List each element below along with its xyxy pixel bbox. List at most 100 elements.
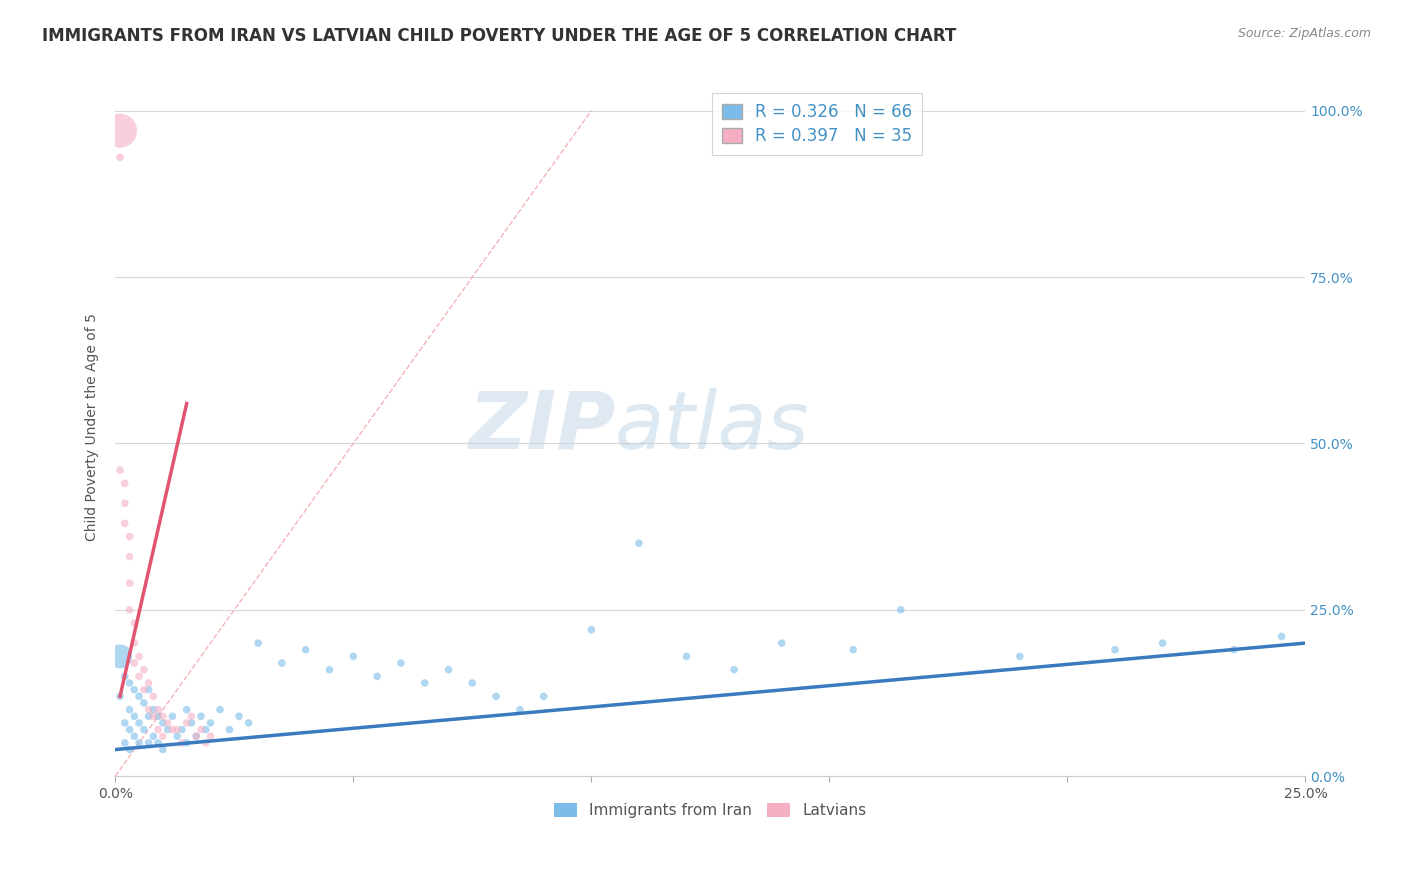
Y-axis label: Child Poverty Under the Age of 5: Child Poverty Under the Age of 5	[86, 313, 100, 541]
Point	[124, 656, 146, 670]
Point	[294, 642, 316, 657]
Point	[581, 623, 603, 637]
Point	[152, 742, 174, 756]
Point	[238, 715, 260, 730]
Point	[533, 690, 555, 704]
Point	[118, 742, 141, 756]
Point	[1104, 642, 1126, 657]
Point	[118, 530, 141, 544]
Point	[146, 703, 169, 717]
Point	[118, 723, 141, 737]
Point	[142, 709, 165, 723]
Point	[413, 676, 436, 690]
Point	[162, 709, 184, 723]
Point	[770, 636, 793, 650]
Point	[108, 150, 131, 164]
Point	[200, 729, 222, 743]
Point	[124, 616, 146, 631]
Point	[190, 723, 212, 737]
Point	[108, 123, 131, 137]
Point	[228, 709, 250, 723]
Point	[114, 496, 136, 510]
Point	[208, 703, 231, 717]
Point	[186, 729, 208, 743]
Point	[114, 736, 136, 750]
Point	[194, 736, 217, 750]
Point	[437, 663, 460, 677]
Point	[176, 715, 198, 730]
Point	[118, 603, 141, 617]
Point	[1223, 642, 1246, 657]
Point	[128, 715, 150, 730]
Point	[114, 516, 136, 531]
Point	[152, 729, 174, 743]
Point	[118, 676, 141, 690]
Point	[146, 709, 169, 723]
Point	[142, 690, 165, 704]
Text: IMMIGRANTS FROM IRAN VS LATVIAN CHILD POVERTY UNDER THE AGE OF 5 CORRELATION CHA: IMMIGRANTS FROM IRAN VS LATVIAN CHILD PO…	[42, 27, 956, 45]
Point	[128, 649, 150, 664]
Point	[509, 703, 531, 717]
Point	[118, 576, 141, 591]
Point	[138, 676, 160, 690]
Legend: Immigrants from Iran, Latvians: Immigrants from Iran, Latvians	[548, 797, 873, 824]
Point	[124, 709, 146, 723]
Point	[176, 736, 198, 750]
Point	[156, 715, 179, 730]
Point	[200, 715, 222, 730]
Point	[114, 476, 136, 491]
Point	[132, 723, 155, 737]
Point	[128, 690, 150, 704]
Point	[366, 669, 388, 683]
Point	[170, 736, 193, 750]
Point	[124, 636, 146, 650]
Point	[180, 715, 202, 730]
Point	[128, 669, 150, 683]
Point	[156, 723, 179, 737]
Point	[461, 676, 484, 690]
Point	[890, 603, 912, 617]
Point	[132, 696, 155, 710]
Point	[180, 709, 202, 723]
Point	[389, 656, 412, 670]
Point	[166, 723, 188, 737]
Text: atlas: atlas	[614, 388, 810, 466]
Text: ZIP: ZIP	[468, 388, 614, 466]
Point	[176, 703, 198, 717]
Point	[194, 723, 217, 737]
Point	[146, 736, 169, 750]
Point	[218, 723, 240, 737]
Point	[1008, 649, 1031, 664]
Text: Source: ZipAtlas.com: Source: ZipAtlas.com	[1237, 27, 1371, 40]
Point	[118, 703, 141, 717]
Point	[270, 656, 292, 670]
Point	[170, 723, 193, 737]
Point	[723, 663, 745, 677]
Point	[842, 642, 865, 657]
Point	[124, 729, 146, 743]
Point	[114, 715, 136, 730]
Point	[138, 736, 160, 750]
Point	[108, 463, 131, 477]
Point	[152, 709, 174, 723]
Point	[138, 703, 160, 717]
Point	[162, 723, 184, 737]
Point	[146, 723, 169, 737]
Point	[342, 649, 364, 664]
Point	[114, 669, 136, 683]
Point	[108, 690, 131, 704]
Point	[190, 709, 212, 723]
Point	[118, 549, 141, 564]
Point	[132, 682, 155, 697]
Point	[627, 536, 650, 550]
Point	[142, 729, 165, 743]
Point	[247, 636, 270, 650]
Point	[108, 649, 131, 664]
Point	[142, 703, 165, 717]
Point	[1271, 629, 1294, 643]
Point	[138, 682, 160, 697]
Point	[132, 663, 155, 677]
Point	[186, 729, 208, 743]
Point	[152, 715, 174, 730]
Point	[485, 690, 508, 704]
